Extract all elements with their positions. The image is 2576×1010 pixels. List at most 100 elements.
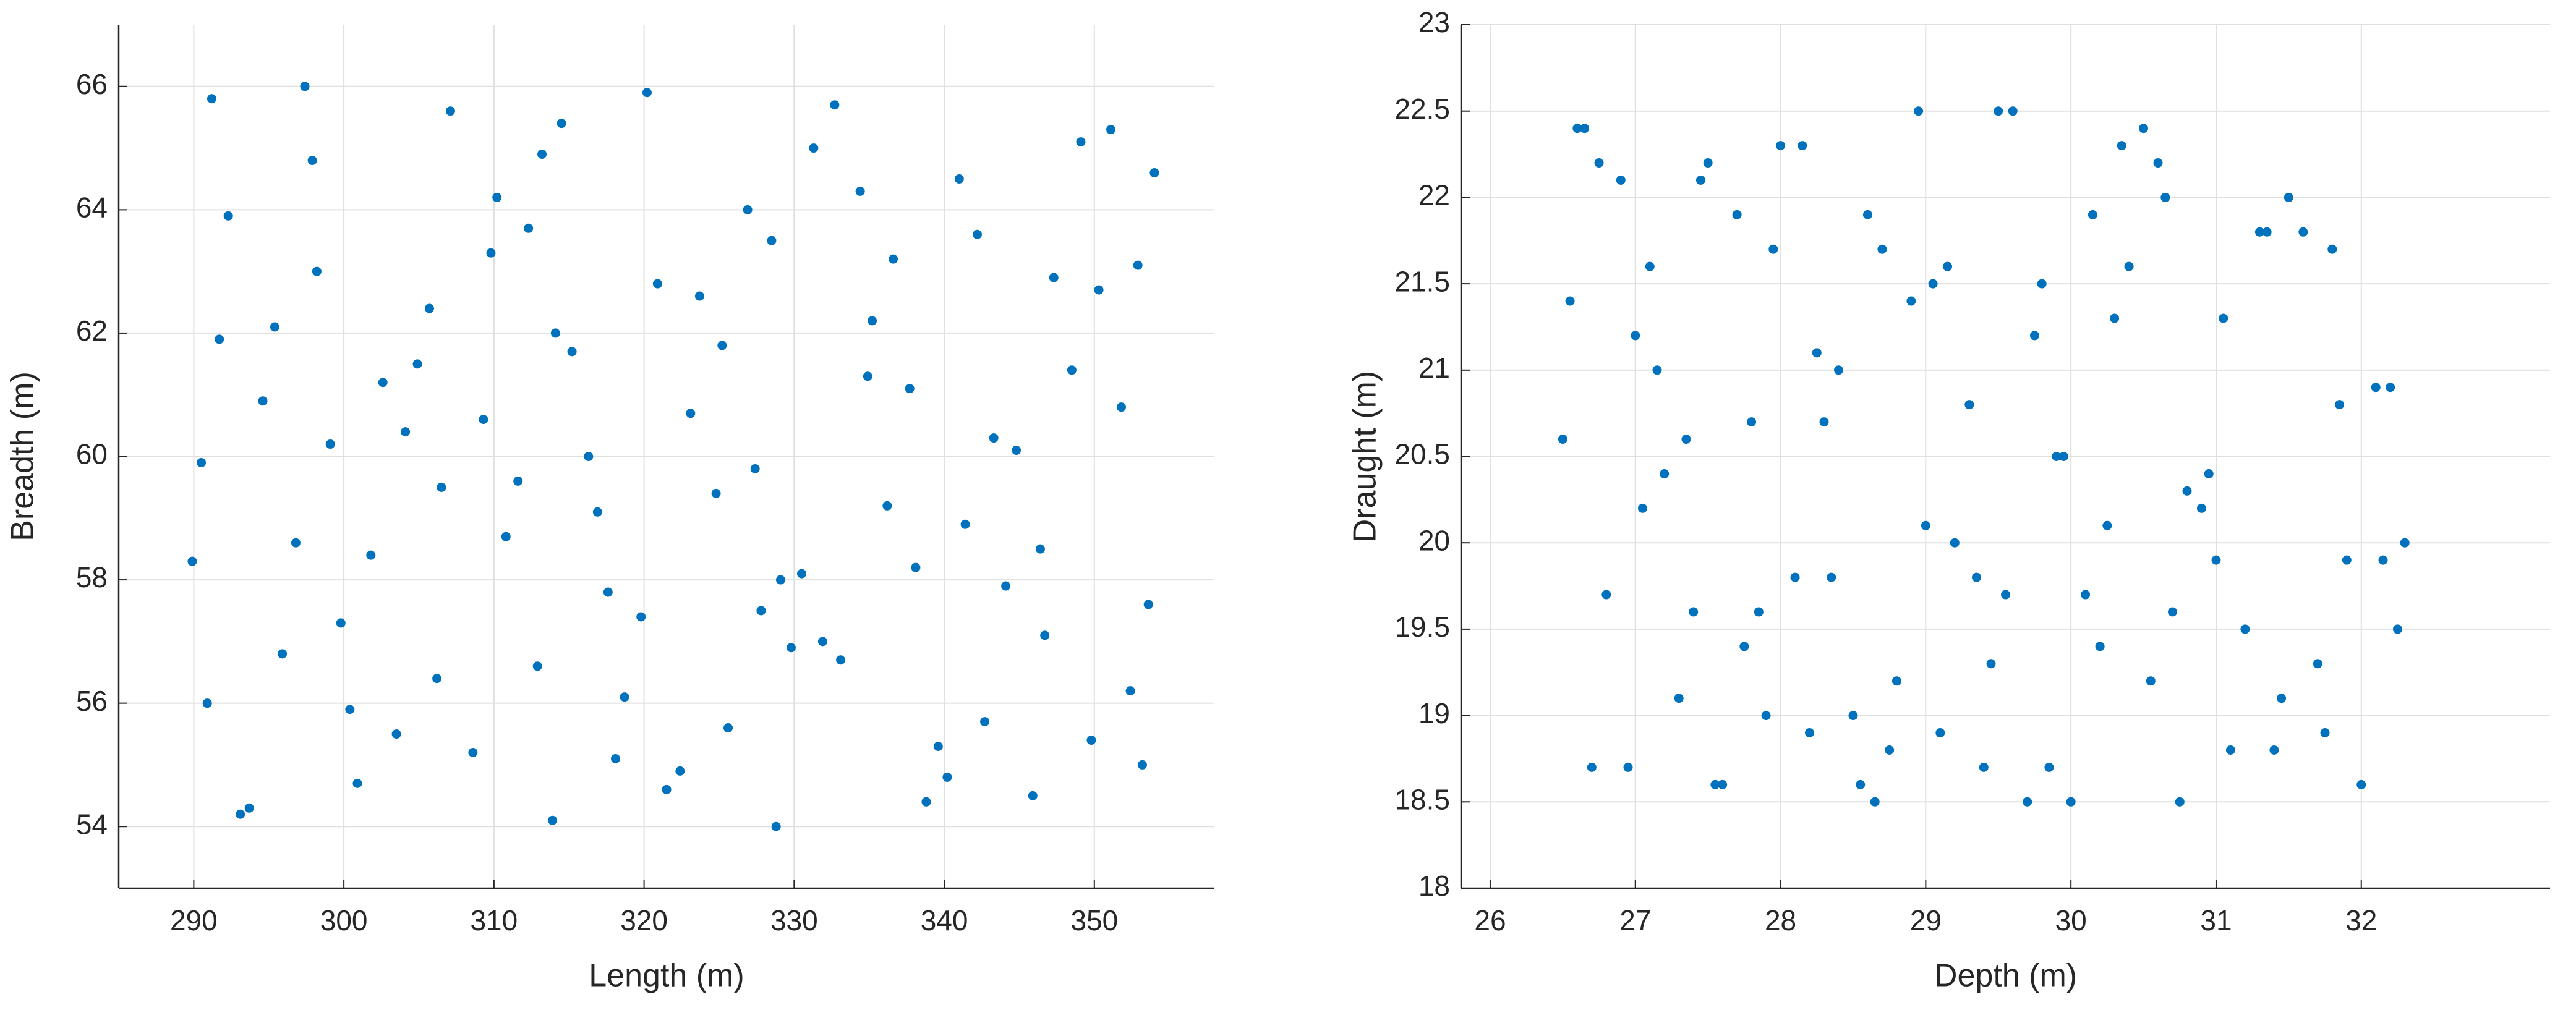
scatter-point	[424, 303, 434, 313]
x-tick-label: 300	[320, 904, 368, 936]
scatter-point	[1812, 348, 1822, 358]
scatter-point	[2037, 279, 2047, 289]
scatter-point	[1086, 736, 1096, 745]
scatter-point	[2160, 192, 2170, 202]
x-tick-label: 310	[470, 904, 518, 936]
scatter-point	[2298, 227, 2308, 237]
scatter-point	[345, 705, 355, 715]
scatter-point	[1994, 106, 2003, 116]
scatter-point	[207, 94, 216, 104]
scatter-point	[1776, 141, 1786, 151]
scatter-point	[603, 587, 613, 597]
scatter-point	[610, 753, 620, 763]
scatter-point	[620, 692, 629, 702]
scatter-point	[1001, 581, 1011, 591]
scatter-point	[1710, 779, 1720, 789]
scatter-point	[694, 291, 704, 301]
scatter-point	[307, 156, 317, 166]
scatter-point	[1594, 158, 1604, 168]
scatter-point	[1921, 520, 1930, 530]
scatter-point	[1076, 137, 1086, 147]
scatter-point	[445, 106, 455, 116]
scatter-point	[711, 488, 721, 498]
scatter-point	[1137, 760, 1147, 770]
x-axis-label: Length (m)	[589, 958, 744, 994]
scatter-point	[1862, 210, 1872, 219]
scatter-point	[652, 279, 662, 289]
scatter-point	[686, 409, 696, 418]
scatter-point	[401, 427, 411, 437]
scatter-point	[1143, 600, 1153, 609]
scatter-point	[513, 476, 523, 486]
scatter-point	[2392, 624, 2402, 634]
scatter-point	[1149, 168, 1159, 177]
y-tick-label: 18.5	[1394, 783, 1450, 815]
scatter-point	[2269, 745, 2279, 755]
scatter-point	[548, 815, 558, 825]
scatter-point	[1805, 728, 1815, 738]
x-tick-label: 29	[1910, 904, 1942, 936]
scatter-point	[2400, 538, 2410, 548]
scatter-point	[1790, 572, 1800, 582]
scatter-point	[486, 248, 496, 258]
scatter-point	[1747, 417, 1757, 427]
scatter-point	[2110, 313, 2120, 323]
scatter-point	[2320, 728, 2330, 738]
scatter-point	[1798, 141, 1807, 151]
x-tick-label: 31	[2200, 904, 2232, 936]
scatter-point	[1877, 244, 1887, 254]
scatter-point	[1106, 125, 1116, 135]
y-tick-label: 56	[76, 685, 108, 717]
scatter-point	[786, 643, 796, 653]
scatter-point	[1587, 762, 1597, 772]
scatter-point	[2052, 452, 2062, 461]
scatter-point	[855, 186, 865, 196]
scatter-point	[809, 143, 819, 153]
scatter-point	[223, 211, 233, 221]
scatter-point	[882, 501, 892, 511]
chart-panel: 54 56 58 60 62 64 66 290 300 310 320 330 340 350 Lengt…	[5, 25, 1214, 994]
x-tick-label: 330	[770, 904, 818, 936]
y-tick-label: 20	[1418, 524, 1450, 556]
x-tick-label: 340	[921, 904, 968, 936]
scatter-point	[1739, 642, 1749, 651]
scatter-point	[2386, 383, 2395, 393]
scatter-point	[1848, 711, 1858, 721]
scatter-point	[2029, 331, 2039, 341]
scatter-point	[479, 415, 488, 425]
scatter-point	[1094, 285, 1104, 295]
scatter-point	[524, 223, 534, 233]
scatter-point	[2313, 659, 2322, 669]
scatter-point	[980, 717, 990, 727]
scatter-point	[2088, 210, 2097, 219]
scatter-point	[723, 723, 733, 733]
scatter-point	[642, 88, 652, 98]
scatter-point	[492, 192, 502, 202]
scatter-point	[1906, 296, 1916, 306]
scatter-point	[921, 797, 931, 807]
scatter-point	[1689, 607, 1699, 617]
y-tick-label: 19	[1418, 697, 1450, 729]
scatter-point	[1601, 590, 1611, 600]
scatter-point	[675, 766, 685, 776]
scatter-point	[1674, 694, 1684, 703]
scatter-point	[1616, 175, 1626, 185]
scatter-point	[1580, 124, 1590, 134]
scatter-point	[187, 556, 197, 566]
x-tick-label: 30	[2055, 904, 2087, 936]
scatter-point	[1040, 630, 1050, 640]
scatter-point	[830, 100, 840, 110]
scatter-point	[1972, 572, 1982, 582]
scatter-point	[537, 150, 547, 159]
scatter-point	[796, 569, 806, 579]
scatter-point	[378, 378, 388, 388]
scatter-point	[468, 747, 478, 757]
scatter-point	[412, 359, 422, 369]
scatter-point	[1986, 659, 1996, 669]
scatter-point	[1819, 417, 1829, 427]
scatter-point	[817, 637, 827, 647]
scatter-point	[312, 266, 322, 276]
scatter-point	[325, 439, 335, 449]
scatter-point	[557, 119, 566, 129]
scatter-point	[2342, 555, 2352, 565]
